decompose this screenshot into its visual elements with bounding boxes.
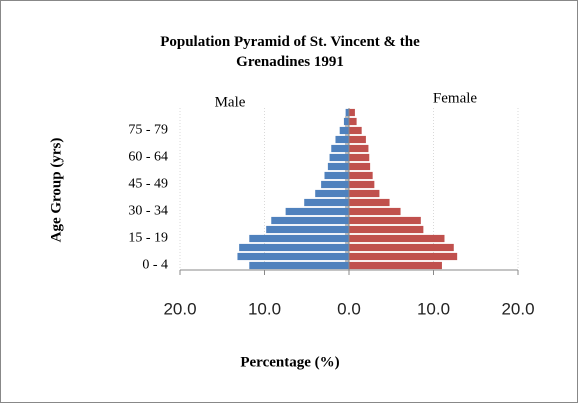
bar (349, 261, 442, 270)
bar (329, 153, 349, 162)
bar (343, 117, 349, 126)
x-tick-label: 10.0 (417, 299, 450, 318)
x-axis-title: Percentage (%) (240, 354, 339, 370)
bar (349, 180, 375, 189)
y-tick-label: 60 - 64 (128, 150, 168, 165)
y-tick-label: 30 - 34 (128, 204, 168, 219)
bar (249, 234, 349, 243)
y-tick-label: 75 - 79 (128, 123, 168, 138)
bar (349, 252, 458, 261)
bar (349, 189, 380, 198)
bar (349, 108, 355, 117)
bar (349, 207, 401, 216)
bar (349, 144, 369, 153)
bar (321, 180, 349, 189)
y-axis-title: Age Group (yrs) (48, 138, 64, 243)
bar (304, 198, 349, 207)
bar (315, 189, 349, 198)
bar (349, 117, 357, 126)
bar (349, 225, 424, 234)
bar (239, 243, 349, 252)
legend-label: Male (215, 94, 246, 110)
y-tick-label: 0 - 4 (142, 258, 168, 273)
bar (271, 216, 349, 225)
x-tick-label: 20.0 (501, 299, 534, 318)
bar (249, 261, 349, 270)
bar (339, 126, 349, 135)
bar (266, 225, 349, 234)
bar (324, 171, 349, 180)
bar (285, 207, 349, 216)
bar (331, 144, 349, 153)
chart-title: Population Pyramid of St. Vincent & the G… (160, 34, 420, 70)
bar (349, 216, 421, 225)
bar (349, 243, 454, 252)
x-tick-label: 20.0 (163, 299, 196, 318)
bar (237, 252, 349, 261)
y-tick-label: 15 - 19 (128, 231, 168, 246)
x-tick-label: 10.0 (248, 299, 281, 318)
bar (349, 153, 370, 162)
bar (349, 198, 390, 207)
bar (349, 234, 445, 243)
bar (345, 108, 349, 117)
bar (349, 126, 362, 135)
bar (335, 135, 349, 144)
bar (327, 162, 349, 171)
bar (349, 162, 371, 171)
x-tick-label: 0.0 (337, 299, 361, 318)
legend-label: Female (433, 90, 477, 106)
bar (349, 135, 366, 144)
y-tick-label: 45 - 49 (128, 177, 168, 192)
bar (349, 171, 373, 180)
